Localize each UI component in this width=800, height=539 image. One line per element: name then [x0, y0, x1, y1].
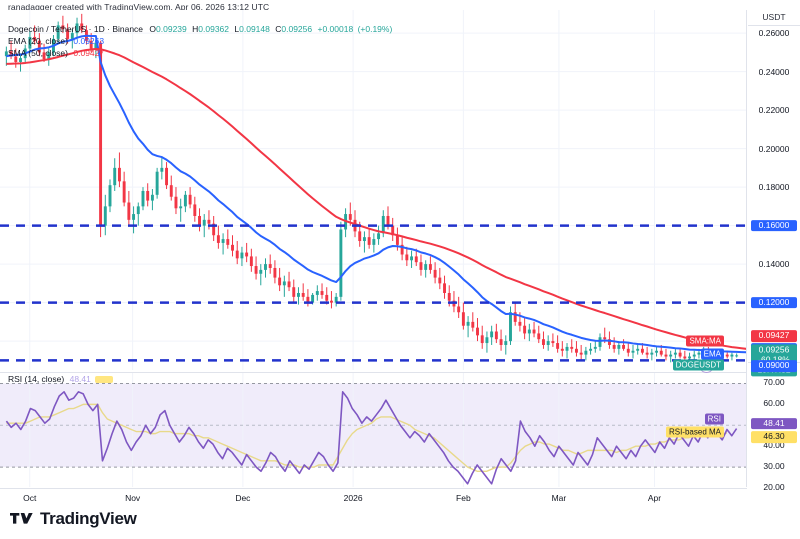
legend-low-value: 0.09148 — [239, 24, 270, 34]
legend-open-label: O — [149, 24, 157, 34]
rsi-pane[interactable] — [0, 372, 746, 487]
legend-symbol-row[interactable]: Dogecoin / TetherUS · 1D · Binance O0.09… — [8, 23, 392, 35]
footer-branding: TradingView — [10, 509, 137, 529]
rsi-tick-20.00: 20.00 — [763, 482, 785, 492]
legend-sep2: · — [107, 24, 113, 34]
price-badge-level-low[interactable]: 0.09000 — [751, 360, 797, 373]
rsi-badge-rsi-based-ma[interactable]: 46.30 — [751, 431, 797, 443]
rsi-color-swatch — [95, 376, 114, 384]
price-tick-0.26000: 0.26000 — [758, 28, 790, 39]
price-pane[interactable] — [0, 10, 746, 370]
badge-value: 0.12000 — [758, 296, 790, 307]
legend-change-pct: (+0.19%) — [357, 24, 393, 34]
price-badge-level-016[interactable]: 0.16000 — [751, 219, 797, 232]
price-tick-0.20000: 0.20000 — [758, 143, 790, 154]
legend-close-label: C — [275, 24, 282, 34]
tradingview-wordmark: TradingView — [40, 509, 137, 528]
legend-low-label: L — [234, 24, 240, 34]
legend-exchange[interactable]: Binance — [112, 24, 144, 34]
legend-ema-row[interactable]: EMA (20, close) 0.09263 — [8, 35, 392, 47]
price-axis[interactable]: USDT 0.26000 0.24000 0.22000 0.20000 0.18000… — [748, 10, 800, 492]
legend-interval[interactable]: 1D — [93, 24, 105, 34]
time-tick-Mar: Mar — [551, 493, 567, 503]
plot-tag-sma-ma[interactable]: SMA:MA — [686, 335, 724, 347]
legend-high-value: 0.09362 — [198, 24, 230, 34]
legend-high-label: H — [192, 24, 199, 34]
time-tick-Feb: Feb — [456, 493, 471, 503]
badge-value: 0.09000 — [758, 360, 790, 371]
rsi-tick-30.00: 30.00 — [763, 461, 785, 472]
price-tick-0.18000: 0.18000 — [758, 182, 790, 193]
time-tick-Nov: Nov — [125, 493, 141, 503]
price-tick-0.22000: 0.22000 — [758, 105, 790, 116]
legend-open-value: 0.09239 — [156, 24, 187, 34]
price-chart-svg — [0, 10, 746, 370]
legend-sma-row[interactable]: SMA (50, close) 0.09427 — [8, 47, 392, 59]
legend-ema-label[interactable]: EMA (20, close) — [8, 36, 68, 46]
time-axis[interactable]: Oct Nov Dec 2026 Feb Mar Apr — [0, 488, 747, 506]
badge-change-pct: -60.18% — [753, 355, 795, 366]
attribution-text: ranadagger created with TradingView.com,… — [8, 2, 270, 12]
price-tick-0.14000: 0.14000 — [758, 259, 790, 270]
tradingview-logo-icon — [10, 513, 33, 524]
legend-sep1: · — [88, 24, 94, 34]
legend-change-abs: +0.00018 — [317, 24, 354, 34]
rsi-legend-value: 48.41 — [69, 374, 91, 384]
price-tick-0.24000: 0.24000 — [758, 66, 790, 77]
legend-close-value: 0.09256 — [281, 24, 313, 34]
time-tick-Apr: Apr — [647, 493, 662, 503]
legend-sma-value: 0.09427 — [73, 48, 105, 58]
badge-value: 0.09427 — [758, 330, 790, 341]
price-axis-unit: USDT — [748, 12, 800, 26]
badge-value: 0.09256 — [758, 344, 790, 355]
time-tick-Dec: Dec — [235, 493, 251, 503]
legend-ema-value: 0.09263 — [73, 36, 105, 46]
rsi-legend[interactable]: RSI (14, close) 48.41 — [8, 374, 114, 385]
time-tick-2026: 2026 — [343, 493, 363, 503]
chart-frame[interactable]: Dogecoin / TetherUS · 1D · Binance O0.09… — [0, 10, 747, 487]
rsi-chart-svg — [0, 373, 746, 487]
time-tick-Oct: Oct — [23, 493, 37, 503]
rsi-tick-70.00: 70.00 — [763, 377, 785, 388]
rsi-legend-label[interactable]: RSI (14, close) — [8, 374, 65, 384]
plot-tag-ema[interactable]: EMA — [700, 348, 724, 360]
plot-tag-dogeusdt[interactable]: DOGEUSDT — [672, 359, 724, 371]
rsi-tick-60.00: 60.00 — [763, 398, 785, 409]
legend-sma-label[interactable]: SMA (50, close) — [8, 48, 68, 58]
badge-value: 0.16000 — [758, 219, 790, 230]
rsi-tick-40.00: 40.00 — [763, 440, 785, 451]
price-badge-sma-ma[interactable]: 0.09427 — [751, 330, 797, 343]
legend-symbol[interactable]: Dogecoin / TetherUS — [8, 24, 87, 34]
price-badge-level-012[interactable]: 0.12000 — [751, 296, 797, 309]
rsi-plot-tag-rsi-based-ma[interactable]: RSI-based MA — [665, 426, 724, 438]
rsi-badge-rsi[interactable]: 48.41 — [751, 417, 797, 430]
chart-legend: Dogecoin / TetherUS · 1D · Binance O0.09… — [8, 23, 392, 59]
rsi-plot-tag-rsi[interactable]: RSI — [704, 413, 724, 425]
